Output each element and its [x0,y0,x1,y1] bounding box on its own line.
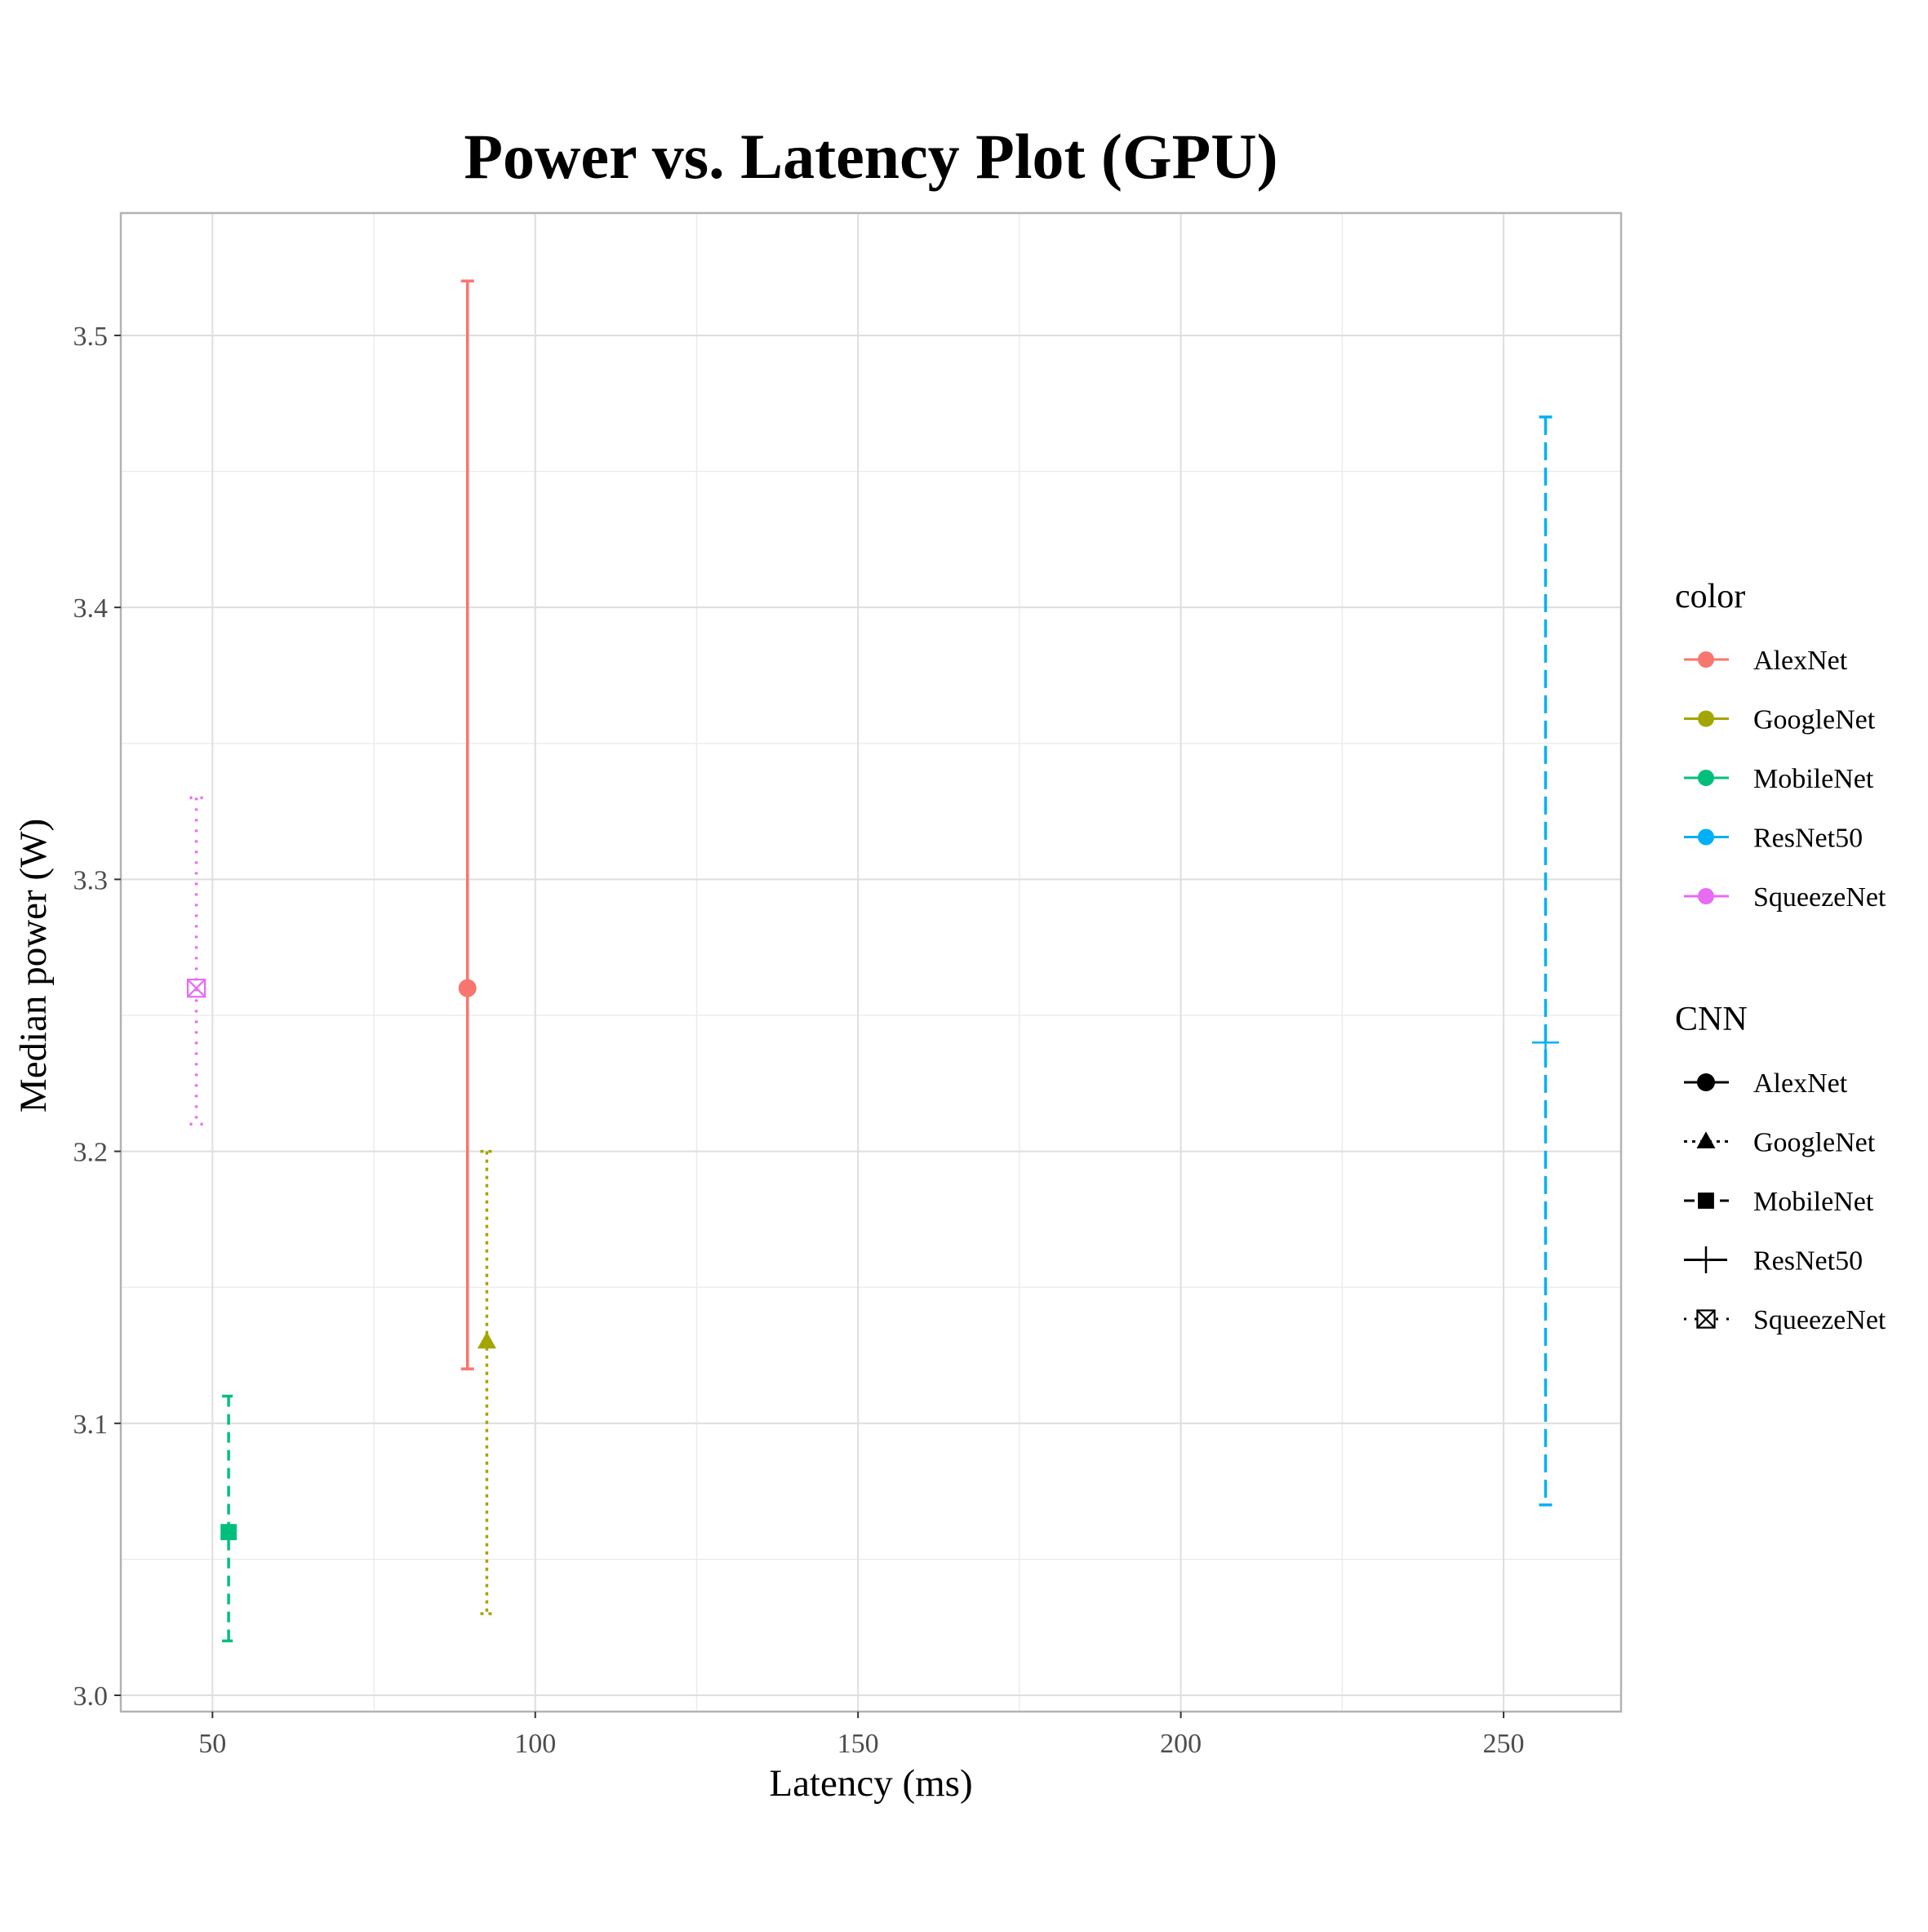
legend-key-point [1698,770,1714,786]
legend-key-point [1698,888,1714,904]
squeezenet-box [186,978,207,998]
x-tick-label: 150 [837,1729,879,1759]
legend-title: CNN [1675,1001,1748,1038]
series-resnet50 [1531,415,1559,1507]
legend-item-googlenet: GoogleNet [1684,1128,1876,1158]
legend-label: SqueezeNet [1753,882,1886,913]
resnet50-plus-marker [1531,1028,1559,1056]
legend-squeezenet-cross-b [1696,1309,1716,1329]
legend-label: SqueezeNet [1753,1305,1886,1335]
x-tick-label: 250 [1483,1729,1525,1759]
y-tick-label: 3.1 [73,1410,109,1440]
legend-squeezenet-boxcross-marker [1696,1309,1716,1329]
y-tick-label: 3.2 [73,1138,109,1168]
y-tick-label: 3.3 [73,865,109,895]
legend-item-squeezenet: SqueezeNet [1684,1305,1886,1335]
legend-item-mobilenet: MobileNet [1684,1187,1874,1217]
mobilenet-square-marker [220,1524,237,1540]
legend-label: GoogleNet [1753,705,1876,735]
x-tick-label: 50 [198,1729,226,1759]
y-axis-label: Median power (W) [12,819,55,1113]
squeezenet-cross-b [187,979,206,997]
legend-label: MobileNet [1753,1187,1874,1217]
series-alexnet [458,279,477,1370]
legend-item-googlenet: GoogleNet [1684,705,1876,735]
series-googlenet [477,1149,496,1615]
legend-color: color AlexNet GoogleNet MobileNet ResNet50 Sq… [1675,578,1886,913]
x-tick-label: 100 [514,1729,556,1759]
legend-label: MobileNet [1753,764,1874,794]
legend-key-point [1698,710,1714,727]
legend-alexnet-circle-marker [1697,1073,1715,1091]
series-squeezenet [186,796,207,1126]
legend-mobilenet-square-marker [1698,1193,1714,1209]
y-tick-label: 3.4 [73,593,109,624]
legend-label: ResNet50 [1753,1246,1863,1277]
legend-googlenet-triangle-marker [1696,1131,1716,1148]
x-axis-label: Latency (ms) [769,1762,972,1805]
legend-label: GoogleNet [1753,1128,1876,1158]
y-tick-label: 3.0 [73,1681,109,1712]
legend-key-point [1698,651,1714,668]
legend-label: AlexNet [1753,1068,1848,1099]
squeezenet-boxcross-marker [186,978,207,998]
y-tick-label: 3.5 [73,322,109,352]
legend-squeezenet-box [1696,1309,1716,1329]
legend-label: AlexNet [1753,646,1848,676]
legend-label: ResNet50 [1753,824,1863,854]
legend-item-resnet50: ResNet50 [1684,1246,1863,1277]
legend-key-point [1698,828,1714,846]
alexnet-circle-marker [458,979,477,997]
series-mobilenet [220,1394,237,1643]
x-tick-label: 200 [1160,1729,1202,1759]
legend-item-alexnet: AlexNet [1684,1068,1848,1099]
legend-item-squeezenet: SqueezeNet [1684,882,1886,913]
googlenet-triangle-marker [477,1331,496,1349]
legend-item-alexnet: AlexNet [1684,646,1848,676]
plot-panel-border [119,211,1623,1713]
legend-item-mobilenet: MobileNet [1684,764,1874,794]
legend-item-resnet50: ResNet50 [1684,824,1863,854]
legend-title: color [1675,578,1745,615]
legend-resnet50-plus-marker [1692,1246,1720,1273]
chart-title: Power vs. Latency Plot (GPU) [464,121,1277,192]
